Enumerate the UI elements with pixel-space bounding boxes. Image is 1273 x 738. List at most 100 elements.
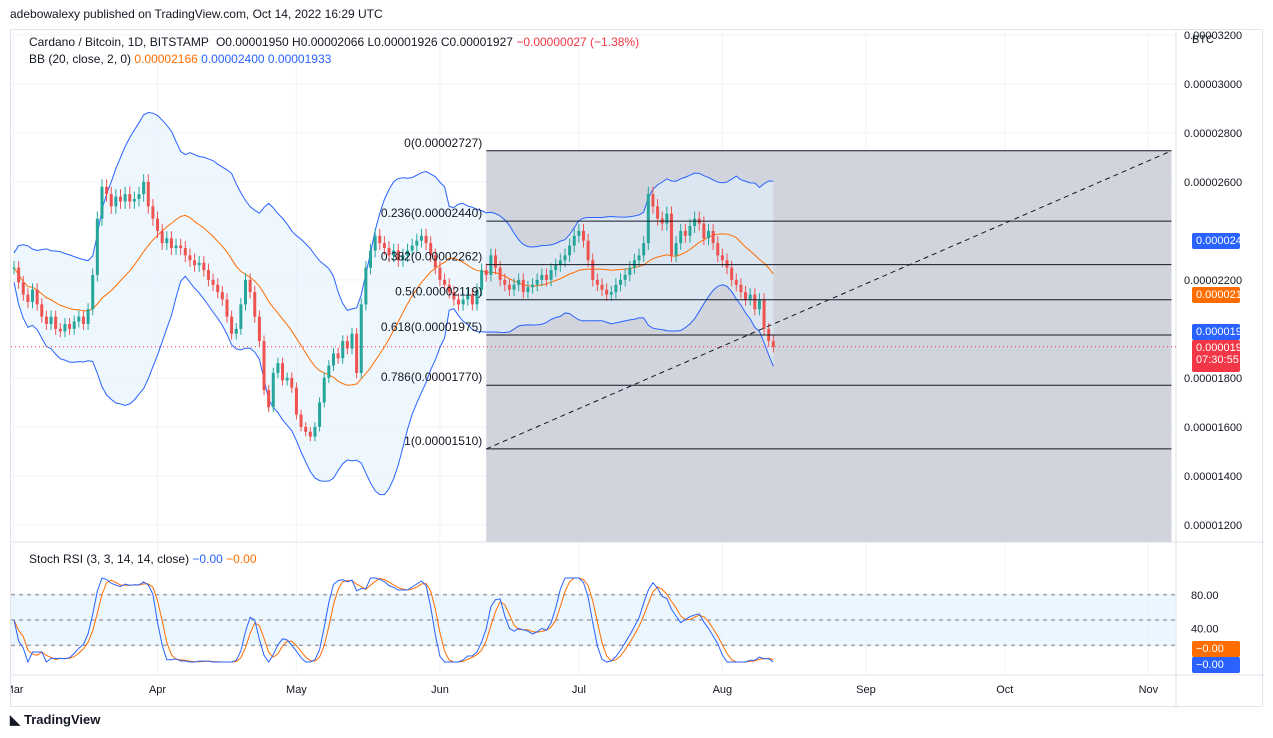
candle-body xyxy=(151,206,155,219)
candle-body xyxy=(174,245,178,249)
rsi-label[interactable]: Stoch RSI (3, 3, 14, 14, close) xyxy=(29,552,190,566)
candle-body xyxy=(540,274,544,280)
candle-body xyxy=(100,186,104,219)
bb-lower-value: 0.00001933 xyxy=(267,52,332,66)
candle-body xyxy=(419,235,423,241)
symbol-name[interactable]: Cardano / Bitcoin, 1D, BITSTAMP xyxy=(29,35,209,49)
bb-label[interactable]: BB (20, close, 2, 0) xyxy=(29,52,132,66)
candle-body xyxy=(105,186,109,195)
candle-body xyxy=(262,341,266,391)
rsi-d-value: −0.00 xyxy=(226,552,257,566)
candle-body xyxy=(507,284,511,290)
x-tick-label: Jun xyxy=(431,684,449,696)
x-tick-label: Aug xyxy=(713,684,733,696)
rsi-tick-label: 40.00 xyxy=(1191,623,1219,635)
bb-basis-line xyxy=(13,214,774,386)
candle-body xyxy=(544,274,548,280)
x-tick-label: Nov xyxy=(1139,684,1159,696)
chart-frame[interactable]: 0.00001200 0.00001400 0.00001600 0.00001800… xyxy=(10,29,1264,708)
candle-body xyxy=(433,255,437,268)
candle-body xyxy=(484,270,488,275)
tradingview-logo[interactable]: ◣ TradingView xyxy=(10,712,100,728)
candle-body xyxy=(725,260,729,268)
candle-body xyxy=(95,218,99,275)
candle-body xyxy=(35,289,39,305)
candle-body xyxy=(628,267,632,275)
candle-body xyxy=(716,243,720,256)
candle-body xyxy=(281,363,285,381)
candle-body xyxy=(271,372,275,408)
candle-body xyxy=(720,255,724,261)
candle-body xyxy=(558,260,562,266)
candle-body xyxy=(276,363,280,373)
candle-body xyxy=(308,431,312,437)
candle-body xyxy=(341,341,345,359)
candle-body xyxy=(86,309,90,324)
candle-body xyxy=(77,316,81,322)
candle-body xyxy=(410,245,414,251)
bar-countdown: 07:30:55 xyxy=(1196,354,1239,366)
candle-body xyxy=(322,377,326,403)
y-tick-label: 0.00003200 xyxy=(1184,30,1242,42)
candle-body xyxy=(169,238,173,249)
candle-body xyxy=(68,323,72,329)
rsi-d-line xyxy=(13,577,774,663)
candle-body xyxy=(244,279,247,305)
bb-lower-line xyxy=(13,275,774,496)
y-tick-label: 0.00001600 xyxy=(1184,422,1242,434)
candle-body xyxy=(72,321,76,329)
x-tick-label: Oct xyxy=(996,684,1013,696)
candle-body xyxy=(683,230,687,236)
candle-body xyxy=(378,235,382,244)
candle-body xyxy=(526,287,530,293)
candle-body xyxy=(734,279,738,285)
candle-body xyxy=(54,316,58,329)
bb-basis-tag: 0.00002166 xyxy=(1192,287,1254,303)
candle-body xyxy=(373,235,377,251)
candle-body xyxy=(294,387,298,415)
x-tick-label: Apr xyxy=(149,684,166,696)
candle-body xyxy=(128,194,132,202)
bb-basis-value: 0.00002166 xyxy=(134,52,198,66)
candle-body xyxy=(753,294,757,310)
candle-body xyxy=(26,294,30,302)
candle-body xyxy=(521,279,525,293)
candle-body xyxy=(156,218,160,231)
candle-body xyxy=(146,181,150,207)
candle-body xyxy=(762,299,766,329)
fib-level-label: 0(0.00002727) xyxy=(404,136,482,150)
candle-body xyxy=(239,304,243,329)
candle-body xyxy=(637,255,641,261)
candle-body xyxy=(91,274,95,310)
candle-body xyxy=(591,260,595,280)
candle-body xyxy=(211,279,215,285)
candle-body xyxy=(554,265,558,271)
candle-body xyxy=(619,279,623,285)
candle-body xyxy=(632,260,636,268)
last-price-value: 0.00001927 xyxy=(1196,342,1255,354)
candle-body xyxy=(669,213,673,256)
rsi-k-line xyxy=(13,577,774,664)
price-change: −0.00000027 (−1.38%) xyxy=(516,35,640,49)
candle-body xyxy=(369,250,373,268)
candle-body xyxy=(447,284,451,293)
candle-body xyxy=(651,194,655,207)
candle-body xyxy=(248,279,252,293)
candle-body xyxy=(623,274,627,280)
bb-lower-tag: 0.00001933 xyxy=(1192,324,1254,340)
y-tick-label: 0.00001400 xyxy=(1184,471,1242,483)
candle-body xyxy=(429,243,433,256)
candle-body xyxy=(771,341,775,347)
candle-body xyxy=(109,194,113,207)
rsi-legend: Stoch RSI (3, 3, 14, 14, close) −0.00 −0… xyxy=(29,552,257,566)
candle-body xyxy=(179,245,183,249)
candle-body xyxy=(642,243,646,256)
candle-body xyxy=(132,199,136,202)
candle-body xyxy=(730,267,734,280)
candle-body xyxy=(438,267,442,280)
candle-body xyxy=(230,316,234,334)
candle-body xyxy=(406,250,410,256)
chart-canvas[interactable]: 0.00001200 0.00001400 0.00001600 0.00001800… xyxy=(11,30,1264,708)
candle-body xyxy=(498,267,502,280)
candle-body xyxy=(137,194,141,200)
